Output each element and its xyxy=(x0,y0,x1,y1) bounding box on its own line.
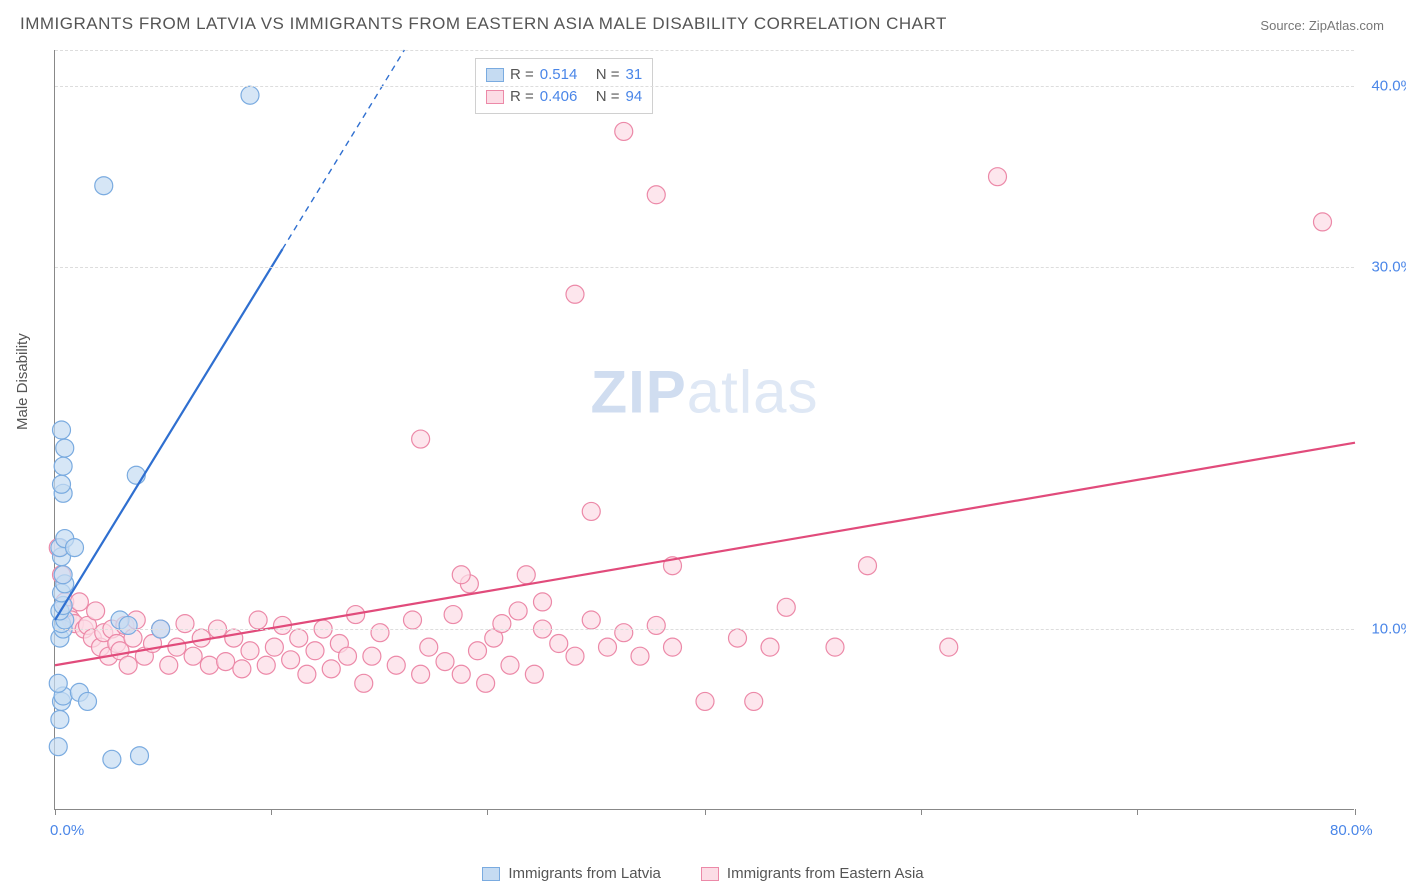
scatter-plot-svg xyxy=(55,50,1354,809)
source-attribution: Source: ZipAtlas.com xyxy=(1260,18,1384,33)
x-tick-label: 0.0% xyxy=(50,822,84,839)
legend-row-series1: R = 0.514 N = 31 xyxy=(486,64,642,86)
x-tick-label: 80.0% xyxy=(1330,822,1373,839)
legend-r-value-1: 0.514 xyxy=(540,64,590,86)
bottom-legend-label-1: Immigrants from Latvia xyxy=(508,865,661,882)
legend-row-series2: R = 0.406 N = 94 xyxy=(486,86,642,108)
swatch-series1 xyxy=(486,68,504,82)
source-value: ZipAtlas.com xyxy=(1309,18,1384,33)
legend-n-value-2: 94 xyxy=(626,86,643,108)
bottom-swatch-2 xyxy=(701,867,719,881)
legend-n-prefix2: N = xyxy=(596,86,620,108)
chart-title: IMMIGRANTS FROM LATVIA VS IMMIGRANTS FRO… xyxy=(20,14,947,34)
bottom-legend: Immigrants from Latvia Immigrants from E… xyxy=(0,865,1406,882)
swatch-series2 xyxy=(486,90,504,104)
bottom-legend-label-2: Immigrants from Eastern Asia xyxy=(727,865,924,882)
bottom-swatch-1 xyxy=(482,867,500,881)
y-tick-label: 10.0% xyxy=(1359,621,1406,638)
legend-n-prefix: N = xyxy=(596,64,620,86)
bottom-legend-item-1: Immigrants from Latvia xyxy=(482,865,661,882)
y-tick-label: 30.0% xyxy=(1359,259,1406,276)
source-label: Source: xyxy=(1260,18,1305,33)
y-axis-label: Male Disability xyxy=(14,333,31,430)
legend-r-prefix: R = xyxy=(510,64,534,86)
bottom-legend-item-2: Immigrants from Eastern Asia xyxy=(701,865,924,882)
legend-r-value-2: 0.406 xyxy=(540,86,590,108)
chart-plot-area: ZIPatlas R = 0.514 N = 31 R = 0.406 N = … xyxy=(54,50,1354,810)
legend-r-prefix2: R = xyxy=(510,86,534,108)
y-tick-label: 40.0% xyxy=(1359,78,1406,95)
legend-n-value-1: 31 xyxy=(626,64,643,86)
